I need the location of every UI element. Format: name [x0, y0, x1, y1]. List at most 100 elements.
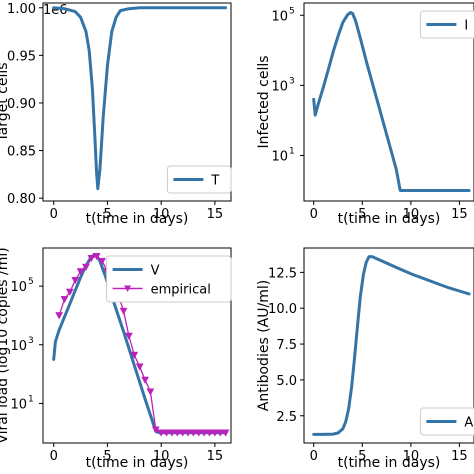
legend-label: A — [464, 416, 473, 431]
data-point — [167, 429, 176, 437]
legend: A — [419, 407, 474, 436]
axes-frame — [303, 2, 474, 202]
y-axis-label: Antibodies (AU/ml) — [256, 280, 272, 411]
y-tick-label: 10 — [10, 397, 27, 412]
legend-label: T — [210, 174, 219, 189]
data-point — [119, 307, 128, 316]
x-tick-label: 5 — [358, 207, 366, 222]
y-tick-label: 2.5 — [276, 410, 297, 425]
data-point — [184, 429, 192, 437]
panel-antibodies: 0 5 10 15 2.5 5.0 7.5 10.0 12.5 t(time in days) An… — [256, 247, 474, 471]
data-point — [194, 429, 203, 437]
x-tick-label: 5 — [103, 207, 111, 222]
data-point — [173, 429, 182, 437]
data-point — [141, 376, 149, 384]
data-point — [130, 351, 139, 360]
x-tick-label: 5 — [103, 449, 111, 464]
legend-marker — [124, 285, 132, 292]
y-tick-exponent: 1 — [28, 394, 34, 404]
y-tick-label: 10 — [271, 9, 288, 24]
x-tick-label: 15 — [451, 207, 468, 222]
y-tick-label: 10 — [271, 149, 288, 164]
y-tick-label: 0.85 — [7, 145, 36, 160]
x-tick-label: 10 — [403, 449, 420, 464]
x-tick-label: 10 — [403, 207, 420, 222]
x-tick-label: 15 — [207, 449, 224, 464]
data-point — [82, 263, 90, 272]
axes-frame — [303, 247, 474, 444]
x-tick-label: 5 — [358, 449, 366, 464]
data-point — [71, 277, 80, 285]
y-tick-exponent: 5 — [289, 6, 295, 16]
legend-label: V — [151, 264, 160, 279]
y-tick-label: 10 — [10, 339, 27, 354]
data-point — [60, 296, 69, 304]
x-tick-label: 15 — [451, 449, 468, 464]
x-tick-label: 0 — [310, 207, 318, 222]
x-axis-label: t(time in days) — [86, 211, 189, 227]
data-point — [205, 429, 214, 437]
y-tick-label: 0.90 — [7, 97, 36, 112]
data-point — [189, 429, 198, 437]
series-line — [312, 255, 471, 436]
x-tick-label: 10 — [153, 207, 170, 222]
series-line — [312, 11, 471, 192]
data-point — [135, 363, 144, 371]
data-point — [200, 429, 209, 437]
y-tick-label: 0.80 — [7, 192, 36, 207]
y-tick-exponent: 1 — [289, 146, 295, 156]
y-tick-label: 10 — [10, 280, 27, 295]
axes-frame — [42, 247, 232, 444]
data-point — [210, 429, 219, 437]
data-point — [146, 388, 155, 396]
y-tick-label: 12.5 — [268, 266, 297, 281]
series-line — [52, 6, 228, 191]
x-tick-label: 10 — [153, 449, 170, 464]
y-tick-exponent: 3 — [289, 76, 295, 86]
x-axis-label: t(time in days) — [338, 455, 441, 471]
x-axis-label: t(time in days) — [86, 455, 189, 471]
series-A — [312, 255, 471, 436]
legend-label: empirical — [151, 283, 211, 298]
y-tick-label: 10 — [271, 79, 288, 94]
x-axis-label: t(time in days) — [338, 211, 441, 227]
x-tick-label: 0 — [310, 449, 318, 464]
series-I — [312, 11, 471, 192]
x-tick-label: 0 — [50, 449, 58, 464]
y-tick-exponent: 3 — [28, 336, 34, 346]
data-point — [55, 312, 64, 320]
x-tick-label: 0 — [50, 207, 58, 222]
y-axis-label: Target cells — [0, 62, 11, 142]
data-point — [216, 429, 225, 437]
offset-text: 1e6 — [43, 3, 68, 18]
data-point — [162, 429, 171, 437]
series-T — [52, 6, 228, 191]
y-tick-label: 1.00 — [7, 2, 36, 17]
legend: I — [419, 10, 474, 39]
panel-target-cells: 0 5 10 15 0.80 0.85 0.90 0.95 1.00 t(time in days… — [0, 2, 232, 227]
data-point — [87, 255, 96, 263]
data-point — [76, 268, 85, 276]
y-tick-label: 5.0 — [276, 374, 297, 389]
data-point — [98, 257, 107, 266]
data-point — [125, 332, 133, 340]
data-point — [221, 429, 230, 437]
y-tick-label: 0.95 — [7, 49, 36, 64]
y-axis-label: Infected cells — [256, 55, 272, 148]
data-point — [178, 429, 187, 437]
data-point — [92, 252, 101, 261]
data-point — [157, 429, 166, 437]
y-tick-label: 7.5 — [276, 338, 297, 353]
y-tick-label: 10.0 — [268, 302, 297, 317]
data-point — [151, 426, 160, 434]
data-point — [65, 288, 74, 297]
y-tick-exponent: 5 — [28, 277, 34, 287]
legend: T — [166, 165, 232, 194]
legend-label: I — [464, 19, 468, 34]
series-empirical — [55, 252, 230, 437]
legend-box — [106, 255, 232, 303]
